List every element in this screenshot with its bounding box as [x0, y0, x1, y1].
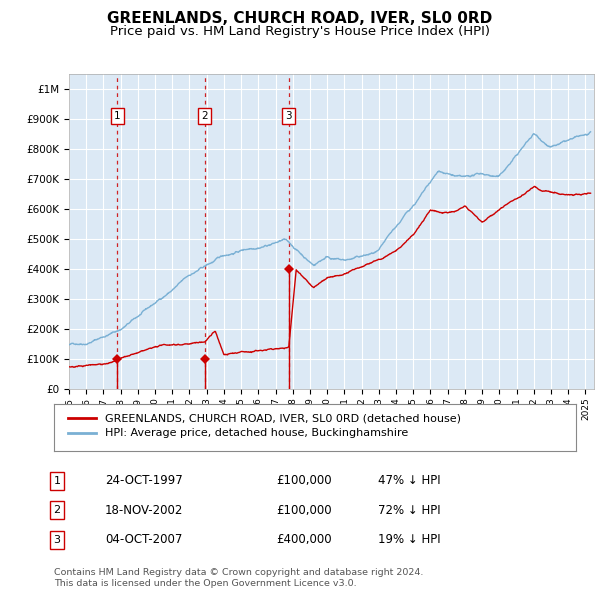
Text: 3: 3: [286, 111, 292, 121]
Text: 24-OCT-1997: 24-OCT-1997: [105, 474, 183, 487]
Text: 19% ↓ HPI: 19% ↓ HPI: [378, 533, 440, 546]
Text: 47% ↓ HPI: 47% ↓ HPI: [378, 474, 440, 487]
Text: £100,000: £100,000: [276, 504, 332, 517]
Legend: GREENLANDS, CHURCH ROAD, IVER, SL0 0RD (detached house), HPI: Average price, det: GREENLANDS, CHURCH ROAD, IVER, SL0 0RD (…: [65, 411, 464, 442]
Text: GREENLANDS, CHURCH ROAD, IVER, SL0 0RD: GREENLANDS, CHURCH ROAD, IVER, SL0 0RD: [107, 11, 493, 25]
Text: 3: 3: [53, 535, 61, 545]
Text: £400,000: £400,000: [276, 533, 332, 546]
Text: £100,000: £100,000: [276, 474, 332, 487]
Text: 72% ↓ HPI: 72% ↓ HPI: [378, 504, 440, 517]
Text: 04-OCT-2007: 04-OCT-2007: [105, 533, 182, 546]
Text: 2: 2: [53, 506, 61, 515]
Text: Price paid vs. HM Land Registry's House Price Index (HPI): Price paid vs. HM Land Registry's House …: [110, 25, 490, 38]
Text: 18-NOV-2002: 18-NOV-2002: [105, 504, 184, 517]
Text: 1: 1: [114, 111, 121, 121]
Text: 1: 1: [53, 476, 61, 486]
Text: 2: 2: [202, 111, 208, 121]
Text: Contains HM Land Registry data © Crown copyright and database right 2024.
This d: Contains HM Land Registry data © Crown c…: [54, 568, 424, 588]
